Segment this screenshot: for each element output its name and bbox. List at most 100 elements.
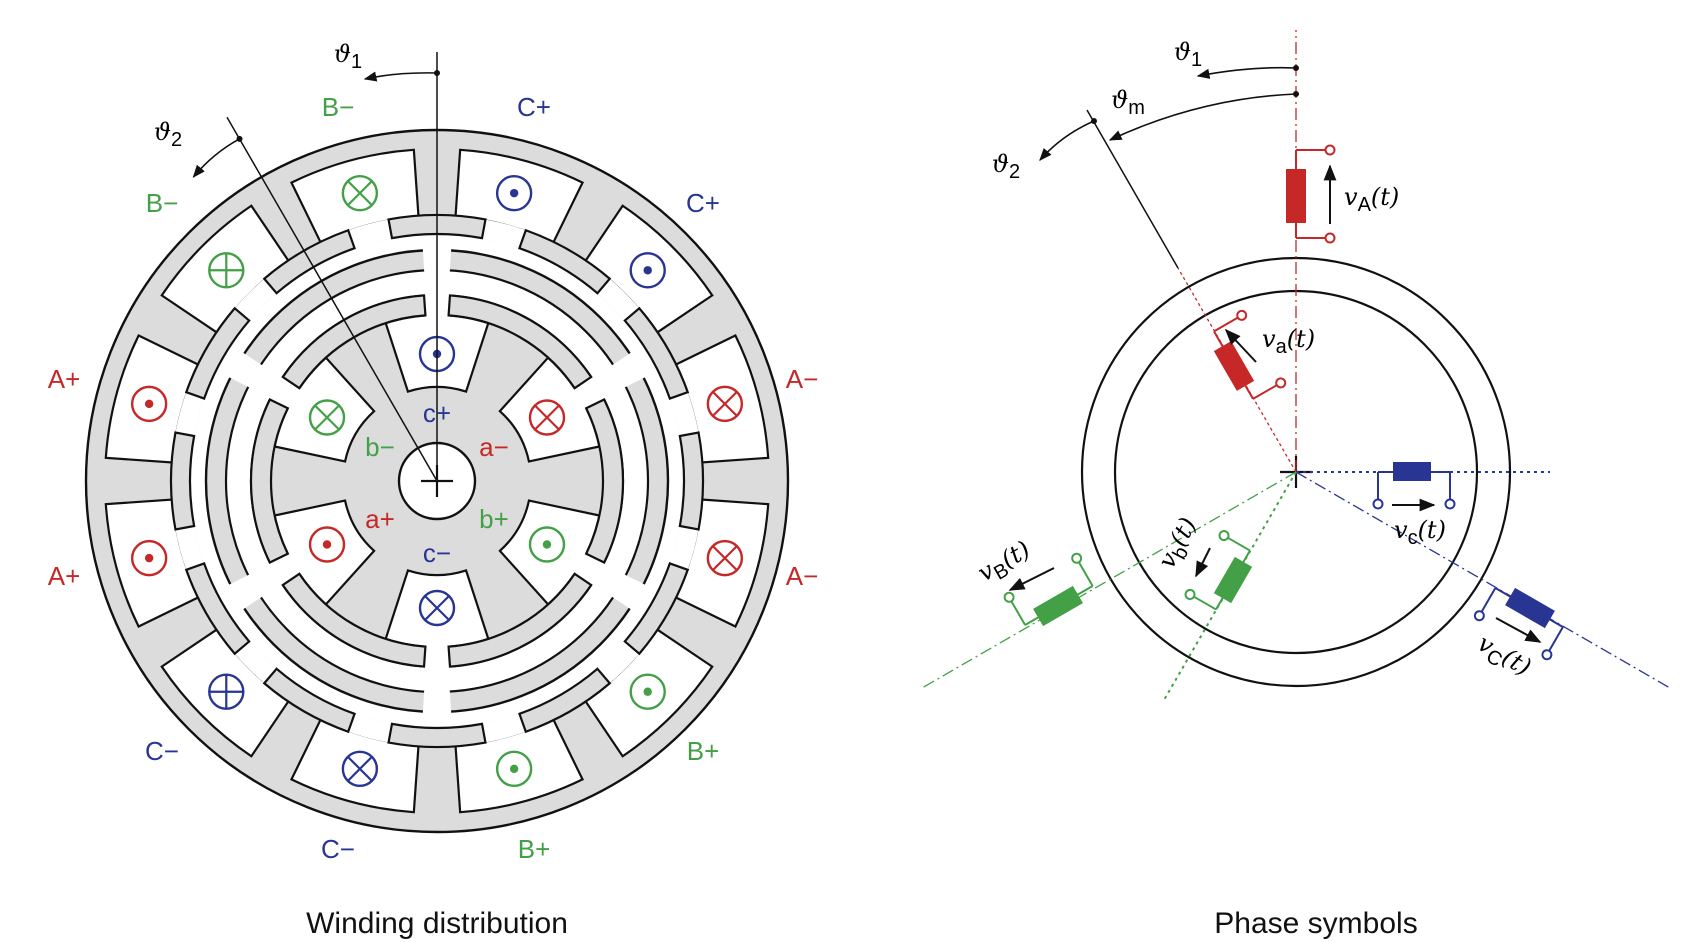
axis-B (921, 471, 1297, 689)
winding-symbol-C (1473, 587, 1564, 661)
winding-caption: Winding distribution (306, 907, 568, 940)
stator-conductor-c-cross (341, 750, 379, 788)
stator-slot-opening (482, 713, 526, 743)
stator-slot-opening (597, 278, 640, 321)
vb-label: vb(t) (1153, 513, 1207, 575)
stator-conductor-b-cross (341, 174, 379, 212)
left-theta2-arc (192, 138, 240, 178)
rotor-tooth-tip (584, 397, 625, 565)
stator-conductor-c-dot (495, 174, 533, 212)
stator-label-c: C− (145, 736, 179, 766)
stator-tooth-tip (678, 431, 705, 531)
stator-phase-labels: B− C+ B− C+ A+ A− A+ A− C− B+ C− B+ (48, 92, 819, 864)
stator-conductor-b-dot (495, 750, 533, 788)
stator-tooth-tip (518, 667, 612, 734)
rotor-tooth-tip (447, 294, 593, 390)
stator-label-b: B− (146, 188, 179, 218)
stator-label-c: C+ (517, 92, 551, 122)
stator-slot-opening (234, 278, 277, 321)
theta2-arc (1039, 120, 1095, 161)
winding-distribution-diagram: B− C+ B− C+ A+ A− A+ A− C− B+ C− B+ c+ a− b− a+ b+ c− ϑ1… (48, 40, 819, 940)
theta-m-arc (1108, 93, 1297, 141)
rotor-conductor-b-cross (308, 399, 346, 436)
axis-b (1163, 471, 1297, 701)
left-theta1-label: ϑ1 (334, 40, 362, 73)
stator-slot-opening (348, 219, 392, 249)
right-theta-m-label: ϑm (1111, 86, 1145, 119)
stator-slot-opening (234, 641, 277, 684)
stator-tooth-tip (518, 228, 612, 295)
rotor-conductor-a-dot (308, 526, 346, 563)
stator-label-c: C− (321, 834, 355, 864)
stator-tooth-tip (169, 431, 196, 531)
winding-symbol-a (1213, 309, 1287, 400)
stator-conductor-a-dot (130, 385, 168, 423)
stator-label-b: B+ (518, 834, 551, 864)
theta1-arc (1196, 66, 1297, 79)
rotor-label-c: c+ (423, 398, 451, 428)
stator-conductor-a-dot (130, 539, 168, 577)
axis-theta2-black (1086, 109, 1179, 269)
winding-symbol-A (1286, 144, 1336, 244)
rotor-conductor-a-cross (528, 399, 566, 436)
stator-slot-opening (669, 526, 699, 570)
va-label: va(t) (1262, 325, 1315, 358)
phase-caption: Phase symbols (1214, 907, 1417, 940)
stator-label-b: B− (322, 92, 355, 122)
rotor-label-c: c− (423, 538, 451, 568)
stator-tooth-tip (262, 667, 356, 734)
stator-tooth-tip (184, 306, 251, 400)
stator-label-a: A− (786, 364, 819, 394)
stator-conductor-c-plus (208, 673, 245, 710)
axis-C (1295, 471, 1671, 689)
winding-symbol-c (1372, 462, 1456, 510)
vb-arrow (1195, 547, 1211, 578)
stator-tooth-tip (184, 562, 251, 656)
vA-label: vA(t) (1344, 183, 1399, 216)
stator-slot-opening (348, 713, 392, 743)
rotor-phase-labels: c+ a− b− a+ b+ c− (365, 398, 509, 568)
rotor-tooth-tip (447, 572, 593, 668)
winding-symbol-b (1184, 530, 1253, 611)
stator-label-b: B+ (687, 736, 720, 766)
phase-symbols-diagram: ϑ1 ϑm ϑ2 vA(t) va(t) (921, 30, 1671, 940)
rotor-tooth-tip (281, 294, 427, 390)
va-arrow (1224, 328, 1257, 363)
vc-label: vc(t) (1394, 516, 1446, 549)
stator-conductor-a-cross (706, 385, 744, 423)
stator-slot-opening (597, 641, 640, 684)
rotor-tooth-tip (249, 397, 290, 565)
rotor-conductor-b-dot (528, 526, 566, 563)
vC-arrow (1495, 617, 1542, 643)
stator-slot-opening (175, 526, 205, 570)
stator-tooth-tip (623, 562, 690, 656)
stator-conductor-b-plus (208, 252, 245, 289)
rotor-label-b: b− (365, 432, 395, 462)
stator-label-a: A+ (48, 364, 81, 394)
left-theta2-label: ϑ2 (154, 118, 182, 151)
winding-symbol-B (1003, 552, 1094, 627)
rotor-label-b: b+ (479, 504, 509, 534)
stator-tooth-tip (262, 228, 356, 295)
left-axis-theta2 (226, 116, 438, 482)
right-theta2-label: ϑ2 (992, 150, 1020, 183)
vB-label: vB(t) (973, 535, 1037, 591)
stator-label-a: A− (786, 561, 819, 591)
stator-conductor-c-dot (629, 252, 666, 289)
right-theta1-label: ϑ1 (1174, 38, 1202, 71)
stator-slot-opening (482, 219, 526, 249)
vB-arrow (1008, 567, 1055, 591)
rotor-label-a: a− (479, 432, 509, 462)
stator-label-c: C+ (686, 188, 720, 218)
left-angle-axes (192, 52, 440, 482)
stator-label-a: A+ (48, 561, 81, 591)
stator-tooth-tip (387, 722, 487, 749)
vC-label: vC(t) (1471, 629, 1536, 686)
stator-conductor-a-cross (706, 539, 744, 577)
stator-tooth-tip (623, 306, 690, 400)
rotor-conductor-c-cross (418, 589, 456, 627)
stator-conductor-b-dot (629, 673, 666, 710)
stator-slot-opening (669, 392, 699, 436)
left-theta1-arc (363, 71, 438, 82)
